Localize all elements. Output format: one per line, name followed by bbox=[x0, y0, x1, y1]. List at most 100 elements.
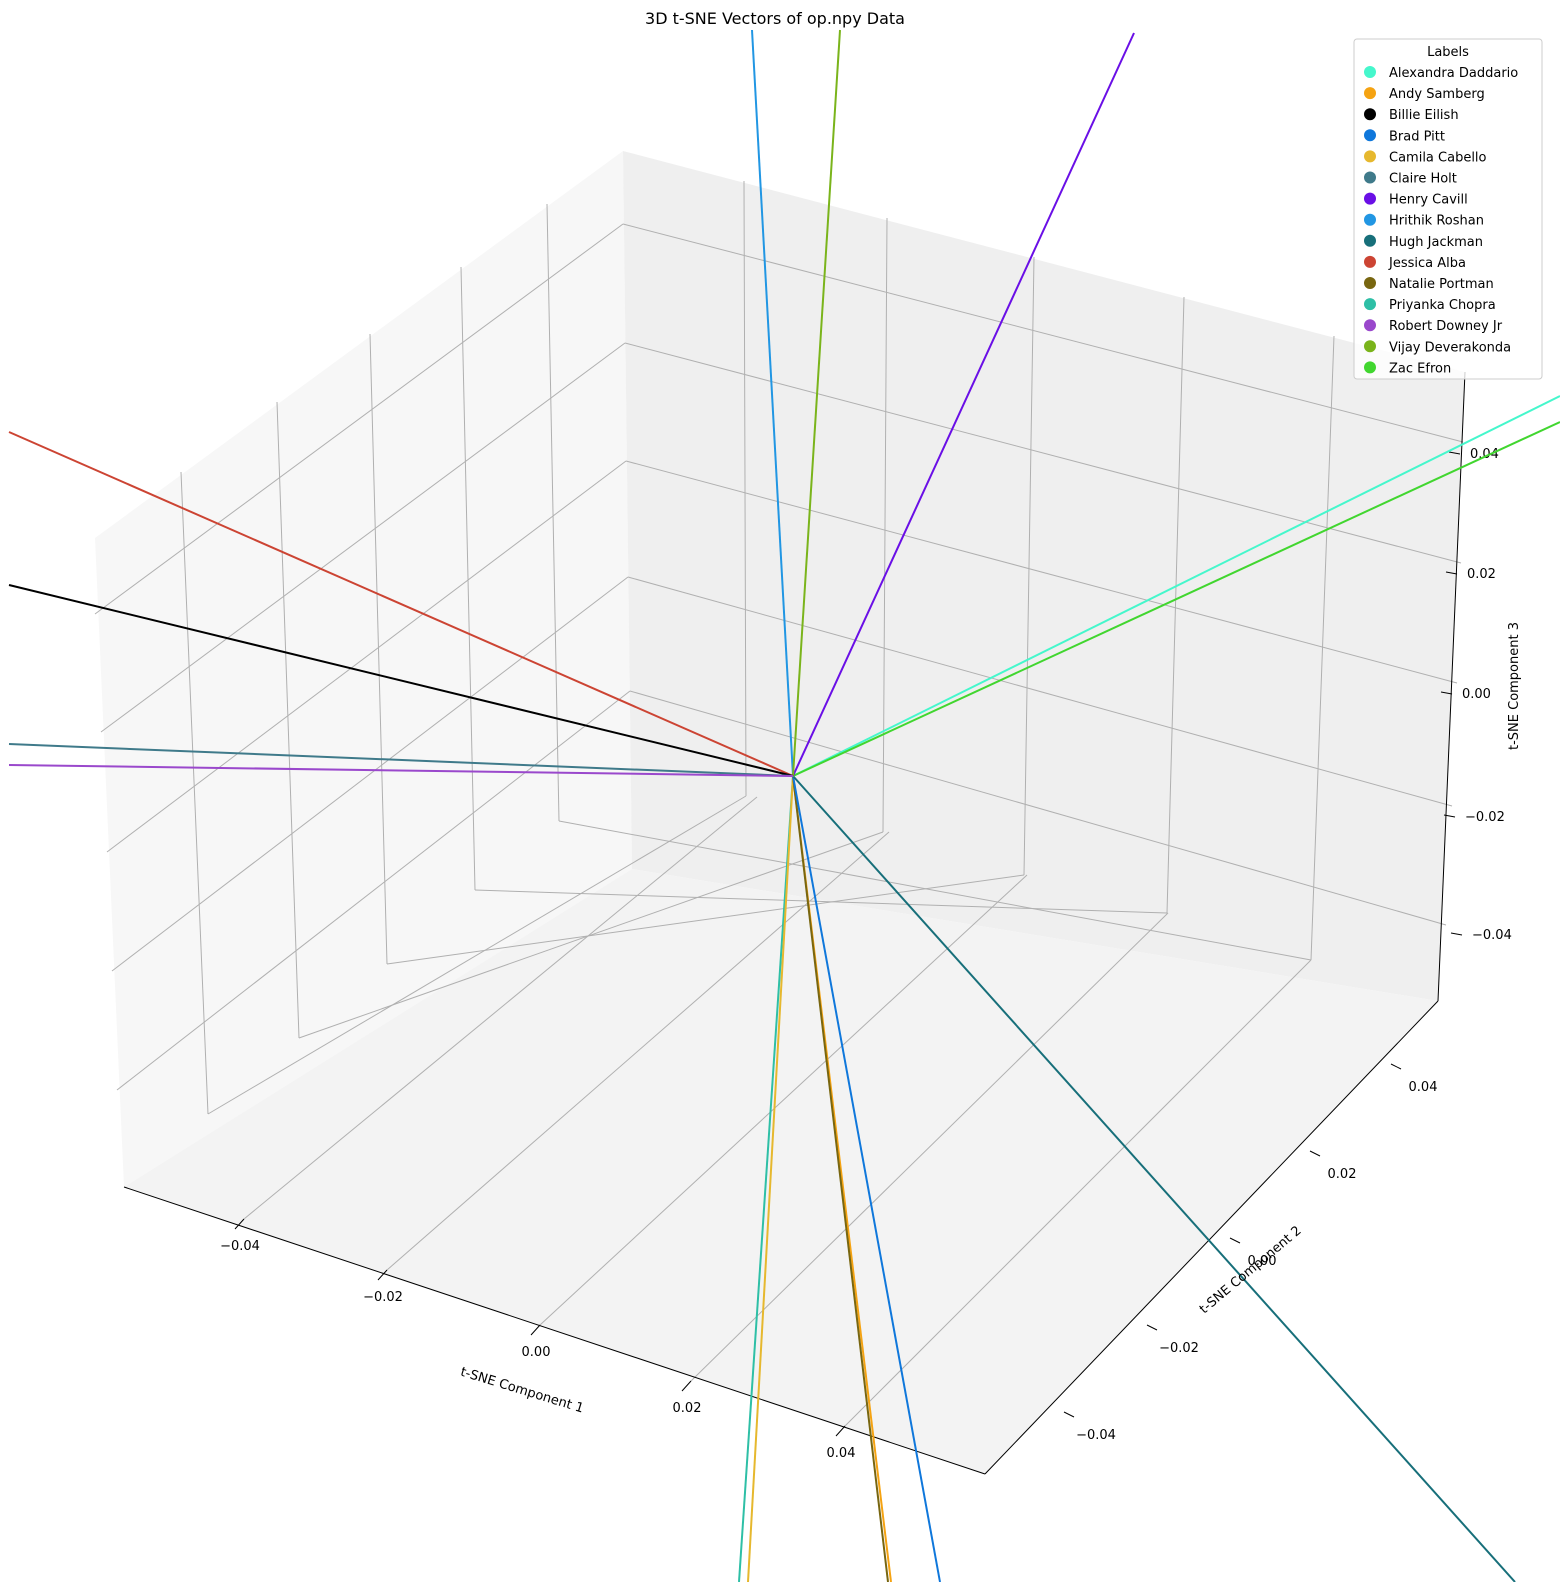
x-axis-label: t-SNE Component 1 bbox=[459, 1365, 586, 1417]
legend-marker bbox=[1364, 298, 1376, 311]
axes bbox=[123, 371, 1466, 1475]
y-axis-line bbox=[984, 1000, 1439, 1475]
legend-marker bbox=[1364, 340, 1376, 353]
left-pane bbox=[95, 151, 632, 1187]
z-tick-mark-4 bbox=[1448, 451, 1461, 455]
vector-priyanka-chopra bbox=[738, 775, 794, 1582]
tick-labels: −0.04 −0.02 0.00 0.02 0.04 −0.04 −0.02 0.00 0.02… bbox=[220, 447, 1512, 1461]
grid-line-3 bbox=[111, 576, 629, 972]
x-tick-mark-4 bbox=[835, 1425, 846, 1437]
vector-claire-holt bbox=[8, 743, 794, 777]
y-tick-mark-2 bbox=[1229, 1237, 1241, 1244]
legend-marker bbox=[1364, 150, 1376, 163]
grid-line-1 bbox=[100, 342, 626, 733]
vector-hrithik-roshan bbox=[751, 29, 794, 777]
vector-vijay-deverakonda bbox=[792, 29, 841, 777]
grid-line-22 bbox=[386, 874, 1025, 965]
grid-line-17 bbox=[1023, 256, 1035, 876]
legend-marker bbox=[1364, 361, 1376, 374]
grid-line-6 bbox=[276, 401, 300, 1039]
grid-line-0 bbox=[94, 223, 624, 615]
legend-label: Billie Eilish bbox=[1389, 108, 1459, 123]
legend-marker bbox=[1364, 319, 1376, 332]
legend-marker bbox=[1364, 192, 1376, 205]
legend-marker bbox=[1364, 277, 1376, 289]
back-pane bbox=[623, 151, 1465, 1001]
vector-alexandra-daddario bbox=[792, 395, 1560, 777]
legend-items: Alexandra Daddario Andy Samberg Billie Eil… bbox=[1364, 66, 1518, 376]
grid-line-13 bbox=[627, 576, 1453, 807]
grid-line-26 bbox=[386, 831, 890, 1271]
z-tick-label-2: 0.00 bbox=[1462, 687, 1491, 702]
legend-marker bbox=[1364, 129, 1376, 142]
legend-marker bbox=[1364, 87, 1376, 100]
y-tick-label-4: 0.04 bbox=[1409, 1080, 1438, 1095]
grid-line-28 bbox=[690, 912, 1169, 1382]
grid-line-5 bbox=[180, 471, 209, 1115]
z-tick-mark-0 bbox=[1450, 932, 1463, 936]
z-tick-label-3: 0.02 bbox=[1467, 567, 1496, 582]
legend: Labels Alexandra Daddario Andy Samberg Bil… bbox=[1353, 38, 1543, 380]
legend-marker bbox=[1364, 171, 1376, 184]
y-tick-mark-1 bbox=[1146, 1324, 1158, 1331]
y-tick-label-1: −0.02 bbox=[1159, 1341, 1199, 1356]
vector-hugh-jackman bbox=[792, 775, 1516, 1582]
vector-robert-downey-jr bbox=[8, 764, 794, 777]
legend-marker bbox=[1364, 255, 1376, 268]
y-tick-mark-0 bbox=[1063, 1411, 1075, 1418]
z-tick-label-4: 0.04 bbox=[1470, 447, 1499, 462]
legend-label: Jessica Alba bbox=[1388, 256, 1466, 271]
legend-label: Henry Cavill bbox=[1389, 193, 1468, 208]
legend-label: Natalie Portman bbox=[1389, 277, 1494, 292]
grid-line-11 bbox=[624, 342, 1462, 564]
vector-brad-pitt bbox=[792, 775, 941, 1582]
legend-label: Robert Downey Jr bbox=[1389, 319, 1503, 334]
grid-line-27 bbox=[539, 874, 1028, 1326]
x-axis-line bbox=[123, 1186, 986, 1475]
vectors bbox=[8, 29, 1560, 1582]
legend-box bbox=[1353, 38, 1543, 380]
z-axis-line bbox=[1437, 371, 1466, 1002]
floor-pane bbox=[124, 869, 1438, 1474]
y-tick-mark-4 bbox=[1390, 1063, 1402, 1070]
vector-zac-efron bbox=[792, 421, 1560, 777]
x-tick-mark-1 bbox=[377, 1269, 388, 1281]
grid-line-24 bbox=[558, 820, 1312, 961]
x-tick-label-1: −0.02 bbox=[363, 1290, 403, 1305]
grid-line-20 bbox=[207, 795, 747, 1115]
legend-marker bbox=[1364, 66, 1376, 78]
grid-line-12 bbox=[625, 460, 1458, 684]
vector-camila-cabello bbox=[747, 775, 794, 1582]
legend-marker bbox=[1364, 108, 1376, 121]
z-tick-mark-2 bbox=[1440, 691, 1453, 695]
x-tick-label-2: 0.00 bbox=[522, 1345, 551, 1360]
grid-line-19 bbox=[1310, 335, 1335, 961]
grid-line-7 bbox=[369, 333, 388, 965]
y-tick-label-0: −0.04 bbox=[1076, 1428, 1116, 1443]
x-tick-mark-3 bbox=[681, 1380, 692, 1392]
grid-line-16 bbox=[882, 217, 888, 833]
legend-label: Hugh Jackman bbox=[1389, 235, 1483, 250]
vector-jessica-alba bbox=[8, 431, 794, 777]
x-tick-label-4: 0.04 bbox=[827, 1446, 856, 1461]
legend-label: Andy Samberg bbox=[1389, 87, 1485, 102]
grid-line-8 bbox=[460, 266, 476, 891]
legend-label: Zac Efron bbox=[1389, 361, 1451, 376]
legend-title: Labels bbox=[1427, 45, 1469, 60]
z-tick-label-0: −0.04 bbox=[1472, 928, 1512, 943]
y-tick-mark-3 bbox=[1309, 1150, 1321, 1157]
legend-label: Camila Cabello bbox=[1389, 150, 1487, 165]
y-tick-label-3: 0.02 bbox=[1328, 1167, 1357, 1182]
vector-natalie-portman bbox=[792, 775, 889, 1582]
vector-billie-eilish bbox=[8, 584, 794, 777]
vector-henry-cavill bbox=[792, 32, 1135, 777]
legend-label: Hrithik Roshan bbox=[1389, 214, 1484, 229]
legend-label: Brad Pitt bbox=[1389, 129, 1445, 144]
grid-line-10 bbox=[622, 223, 1464, 443]
legend-marker bbox=[1364, 234, 1376, 247]
z-axis-label: t-SNE Component 3 bbox=[1507, 622, 1522, 750]
grid-line-18 bbox=[1166, 296, 1185, 914]
x-tick-mark-0 bbox=[234, 1218, 245, 1230]
grid-line-2 bbox=[106, 460, 627, 853]
